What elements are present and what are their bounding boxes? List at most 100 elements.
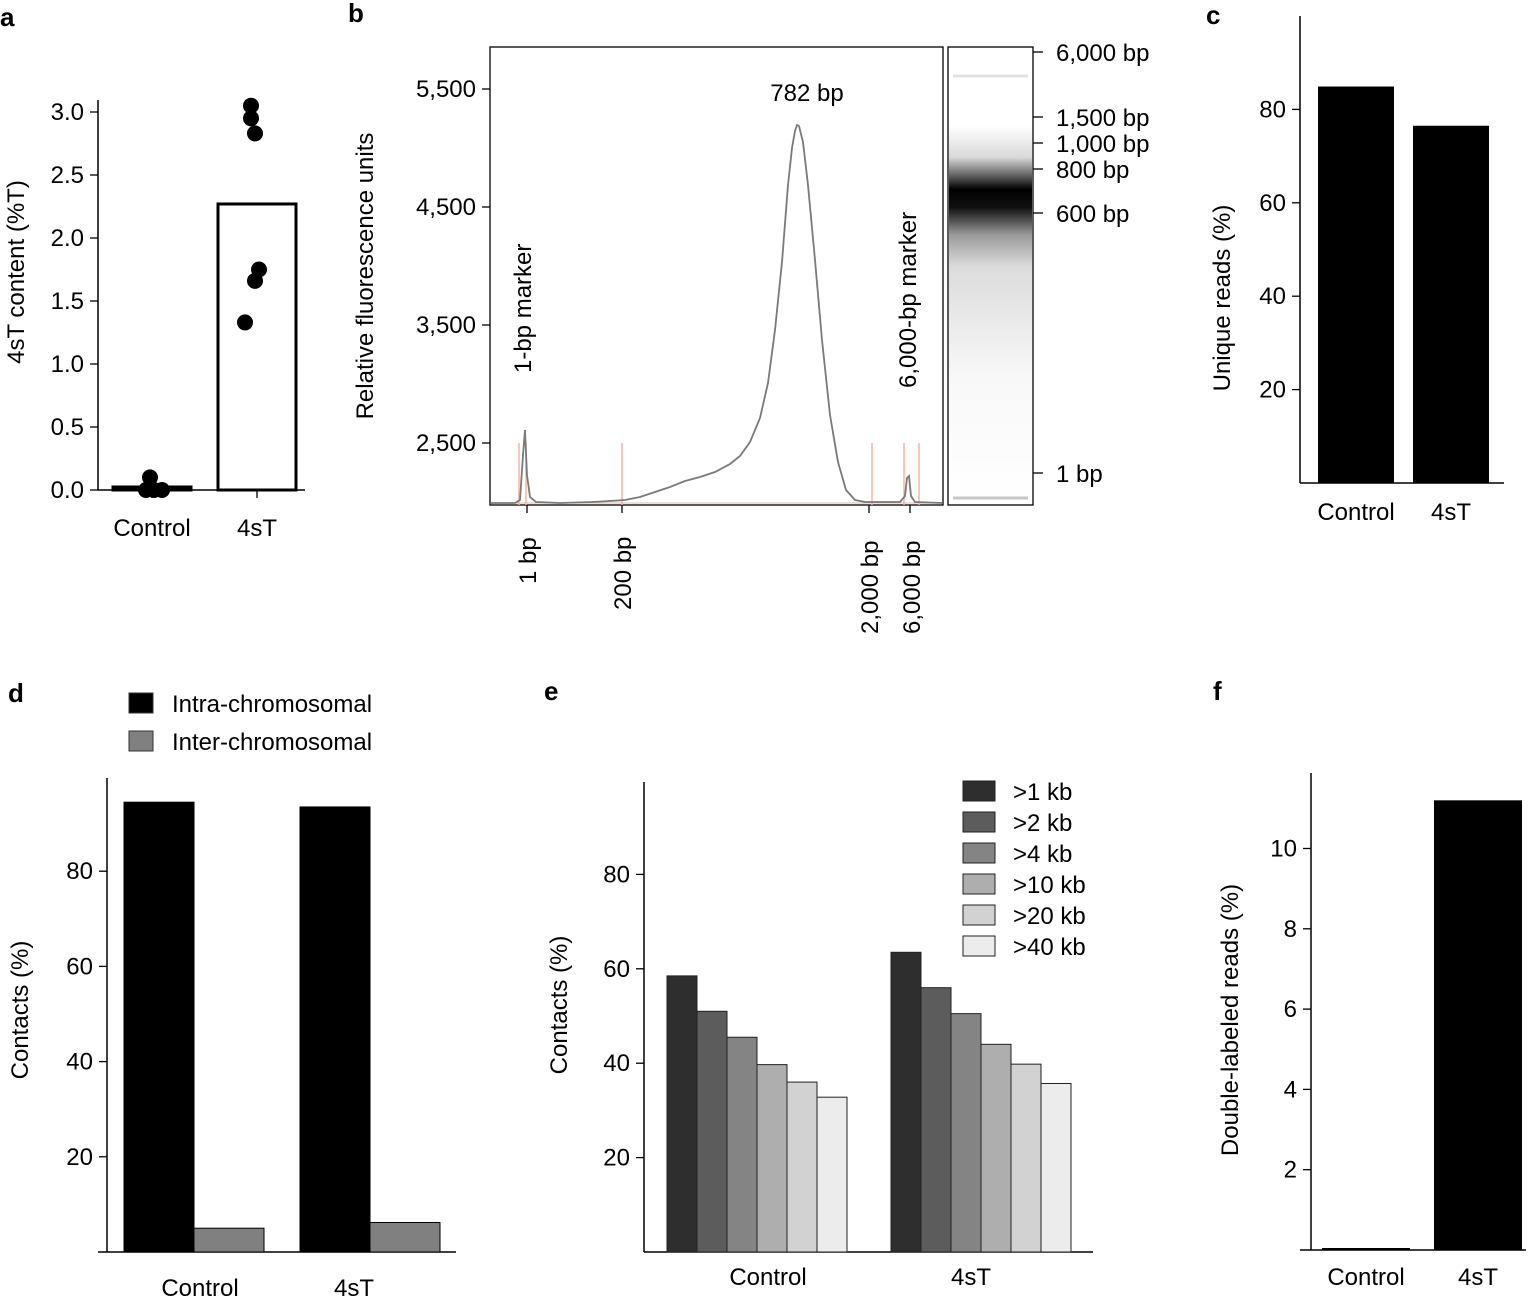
a-data-point [154, 482, 170, 498]
e-legend: >1 kb >2 kb >4 kb >10 kb >20 kb >40 kb [962, 779, 1086, 961]
panel-c: c Unique reads (%) 20 40 60 80 Control 4sT [1206, 0, 1504, 526]
a-ytick-label: 0.0 [51, 477, 84, 504]
panel-e: e Contacts (%) >1 kb >2 kb >4 kb >10 kb >20 … [544, 676, 1093, 1291]
panel-b: b Relative fluorescence units 2,500 3,500… [348, 0, 1149, 634]
a-xtick-group: Control 4sT [113, 490, 277, 542]
e-bar [666, 975, 698, 1253]
panel-label-a: a [0, 2, 15, 32]
c-xtick-label: Control [1317, 499, 1394, 526]
e-legend-label: >20 kb [1013, 903, 1086, 930]
f-xtick-label: 4sT [1458, 1264, 1498, 1291]
e-xtick-label: 4sT [951, 1264, 991, 1291]
b-ytick-label: 4,500 [416, 194, 476, 221]
d-xtick-label: 4sT [334, 1275, 374, 1298]
e-legend-swatch [962, 811, 996, 833]
a-bar-group [111, 202, 298, 492]
d-legend-label: Intra-chromosomal [172, 691, 372, 718]
e-legend-swatch [962, 842, 996, 864]
d-ytick-label: 40 [66, 1049, 93, 1076]
f-xtick-label: Control [1327, 1264, 1404, 1291]
a-ytick-label: 3.0 [51, 99, 84, 126]
c-ytick-label: 20 [1259, 377, 1286, 404]
b-gel-band [949, 48, 1032, 504]
a-data-point [243, 110, 259, 127]
d-legend-label: Inter-chromosomal [172, 729, 372, 756]
b-xtick-group: 1 bp 200 bp 2,000 bp 6,000 bp [515, 505, 926, 634]
a-data-point [243, 97, 259, 114]
d-legend-swatch [128, 692, 154, 714]
a-point-group [138, 97, 267, 498]
b-xtick-label: 1 bp [515, 537, 542, 584]
c-ylabel: Unique reads (%) [1209, 205, 1236, 392]
b-ytick-group: 2,500 3,500 4,500 5,500 [416, 76, 490, 457]
e-bar [756, 1064, 788, 1253]
a-ytick-label: 2.0 [51, 225, 84, 252]
b-gel-label: 6,000 bp [1056, 40, 1149, 67]
e-legend-label: >2 kb [1013, 810, 1072, 837]
e-bar [696, 1010, 728, 1253]
a-bar [216, 202, 298, 492]
b-peak-label: 782 bp [770, 80, 843, 107]
e-legend-label: >40 kb [1013, 934, 1086, 961]
panel-label-c: c [1206, 0, 1220, 30]
a-ytick-label: 1.5 [51, 288, 84, 315]
f-ytick-label: 8 [1284, 916, 1297, 943]
b-trace-line [491, 123, 943, 504]
a-xtick-label: Control [113, 515, 190, 542]
e-bar [816, 1096, 848, 1253]
a-data-point [142, 469, 158, 486]
b-gel-label: 1,000 bp [1056, 131, 1149, 158]
f-ytick-label: 4 [1284, 1076, 1297, 1103]
a-ytick-label: 1.0 [51, 351, 84, 378]
b-ytick-label: 2,500 [416, 430, 476, 457]
e-ytick-label: 60 [603, 956, 630, 983]
e-legend-swatch [962, 780, 996, 802]
c-bar-group [1318, 86, 1489, 484]
f-bar [1434, 800, 1522, 1250]
e-bar [726, 1036, 758, 1253]
b-gel-label: 1 bp [1056, 461, 1103, 488]
f-bar-group [1322, 800, 1522, 1250]
e-bar [950, 1013, 982, 1253]
b-ytick-label: 3,500 [416, 312, 476, 339]
a-xtick-label: 4sT [237, 515, 277, 542]
e-legend-label: >1 kb [1013, 779, 1072, 806]
e-bar [980, 1043, 1012, 1253]
c-ytick-label: 60 [1259, 190, 1286, 217]
b-gel-label: 1,500 bp [1056, 105, 1149, 132]
d-bar-group [123, 801, 441, 1253]
b-gel-lane: 6,000 bp 1,500 bp 1,000 bp 800 bp 600 bp… [947, 40, 1149, 506]
d-ytick-group: 20 40 60 80 [66, 858, 107, 1171]
panel-a: a 4sT content (%T) 0.0 0.5 1.0 1.5 2.0 2.5 3.0… [0, 2, 305, 542]
c-ytick-label: 80 [1259, 96, 1286, 123]
panel-label-e: e [544, 676, 558, 706]
e-bar [890, 951, 922, 1253]
f-ytick-group: 2 4 6 8 10 [1270, 836, 1311, 1184]
d-bar [123, 801, 195, 1253]
b-xtick-label: 6,000 bp [899, 541, 926, 634]
d-xtick-group: Control 4sT [161, 1275, 374, 1298]
e-bar [1040, 1082, 1072, 1253]
c-bar [1318, 86, 1394, 483]
e-ytick-label: 40 [603, 1050, 630, 1077]
b-gel-label: 600 bp [1056, 201, 1129, 228]
f-ylabel: Double-labeled reads (%) [1217, 884, 1244, 1156]
f-xtick-group: Control 4sT [1327, 1264, 1498, 1291]
b-xtick-label: 2,000 bp [857, 541, 884, 634]
e-legend-swatch [962, 873, 996, 895]
a-ylabel: 4sT content (%T) [3, 180, 30, 364]
c-bar [1413, 125, 1489, 484]
e-bar [1010, 1063, 1042, 1253]
f-ytick-label: 2 [1284, 1157, 1297, 1184]
b-1bp-marker-label: 1-bp marker [510, 244, 537, 373]
d-xtick-label: Control [161, 1275, 238, 1298]
d-ytick-label: 80 [66, 858, 93, 885]
c-ytick-label: 40 [1259, 283, 1286, 310]
c-ytick-group: 20 40 60 80 [1259, 96, 1300, 404]
e-xtick-group: Control 4sT [729, 1264, 991, 1291]
a-ytick-group: 0.0 0.5 1.0 1.5 2.0 2.5 3.0 [51, 99, 98, 504]
e-legend-swatch [962, 904, 996, 926]
f-ytick-label: 6 [1284, 996, 1297, 1023]
a-ytick-label: 2.5 [51, 162, 84, 189]
